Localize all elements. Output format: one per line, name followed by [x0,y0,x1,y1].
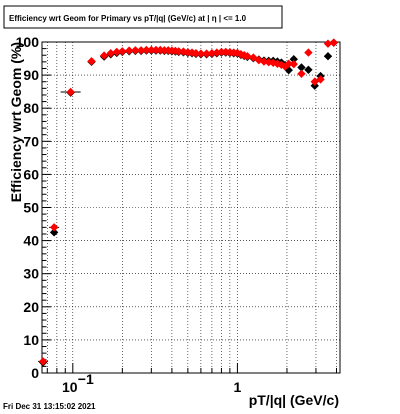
data-point [323,52,333,61]
y-tick-label: 90 [23,67,39,83]
y-tick-label: 100 [16,34,40,50]
y-tick-label: 20 [23,299,39,315]
data-point [187,48,197,57]
data-point [277,60,286,70]
data-point [174,47,183,56]
data-point [191,49,201,58]
y-axis-title: Efficiency wrt Geom (%) [8,42,24,202]
data-point [151,45,161,55]
data-markers [38,38,338,367]
data-point [196,49,206,58]
axis-ticks [42,41,338,374]
data-point [142,45,151,55]
data-point [304,65,313,75]
data-point [289,59,298,69]
data-point [131,46,140,55]
data-point [329,38,338,47]
data-point [147,45,156,55]
data-point [289,55,298,64]
x-axis-title: pT/|q| (GeV/c) [249,392,339,408]
data-point [38,357,48,366]
data-point [323,39,333,48]
data-point [280,62,290,71]
footer-timestamp: Fri Dec 31 13:15:02 2021 [3,402,96,411]
data-point [212,48,222,57]
data-point [87,56,96,66]
data-point [284,59,293,69]
data-point [99,51,109,60]
data-point [49,223,59,232]
y-tick-labels: 0 10 20 30 40 50 60 70 80 90 100 [16,34,40,381]
data-point [106,49,115,58]
data-point [217,47,226,57]
x-tick-label-exponent: −1 [78,371,94,387]
data-point [207,49,217,58]
data-point [269,58,278,68]
y-tick-label: 30 [23,266,39,282]
title-box [3,5,283,29]
y-tick-label: 0 [31,365,39,381]
x-tick-label: 1 [234,379,242,395]
data-point [304,48,313,57]
data-point [284,65,293,75]
y-tick-label: 70 [23,133,39,149]
data-point [297,69,306,78]
data-point [243,52,252,61]
data-point [118,47,127,56]
data-point [124,46,134,55]
chart-title: Efficiency wrt Geom for Primary vs pT/|q… [9,14,247,23]
data-point [112,47,121,57]
x-tick-labels: 10 −1 1 [62,371,242,395]
y-tick-label: 80 [23,100,39,116]
y-tick-label: 10 [23,332,39,348]
plot-frame [41,41,341,374]
data-point [297,63,306,72]
data-point [49,228,59,237]
y-tick-label: 50 [23,200,39,216]
x-tick-label: 10 [62,379,78,395]
data-point [316,75,325,84]
data-point [136,46,146,55]
data-point [202,49,211,58]
y-tick-label: 40 [23,233,39,249]
y-tick-label: 60 [23,166,39,182]
data-point [66,87,75,97]
